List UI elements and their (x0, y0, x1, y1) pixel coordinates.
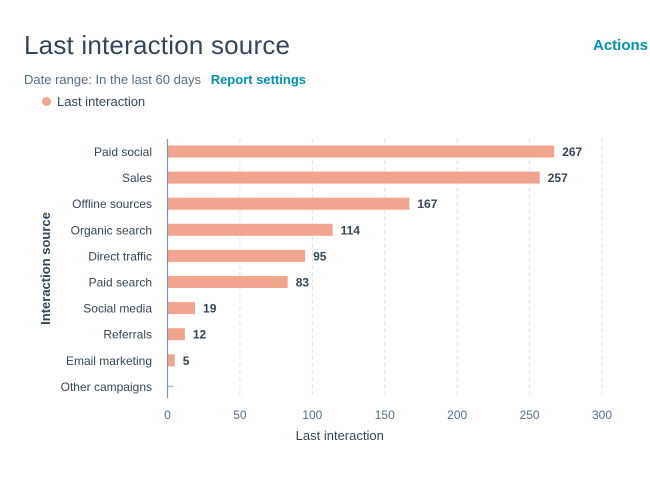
legend-dot-icon (42, 97, 51, 106)
value-label: 95 (313, 249, 327, 263)
category-label: Email marketing (66, 354, 152, 368)
date-range-label: Date range: In the last 60 days (24, 72, 202, 87)
page-title: Last interaction source (24, 30, 291, 60)
chart-legend: Last interaction (42, 94, 145, 109)
legend-label: Last interaction (57, 94, 146, 109)
value-label: 267 (562, 145, 582, 159)
x-tick-label: 300 (592, 408, 612, 422)
report-settings-link[interactable]: Report settings (210, 72, 307, 87)
value-label: 83 (296, 276, 310, 290)
bar[interactable] (167, 197, 410, 210)
x-tick-label: 0 (164, 408, 171, 422)
bar[interactable] (167, 249, 306, 262)
category-label: Other campaigns (61, 380, 152, 394)
x-tick-label: 50 (233, 408, 247, 422)
category-label: Referrals (103, 328, 152, 342)
category-label: Sales (122, 171, 152, 185)
value-label: 19 (203, 302, 217, 316)
x-tick-label: 250 (520, 408, 540, 422)
x-tick-label: 200 (447, 408, 467, 422)
date-range: Date range: In the last 60 days Report s… (24, 72, 306, 87)
value-label: 167 (417, 197, 437, 211)
category-label: Paid search (89, 276, 152, 290)
value-label: 257 (548, 171, 568, 185)
bar[interactable] (167, 223, 333, 236)
x-axis-label: Last interaction (296, 428, 384, 443)
actions-button[interactable]: Actions (592, 37, 648, 54)
bar[interactable] (167, 302, 196, 315)
value-label: 12 (193, 328, 207, 342)
bar[interactable] (167, 171, 540, 184)
value-label: 114 (341, 223, 361, 237)
x-tick-label: 150 (375, 408, 395, 422)
y-axis-label: Interaction source (38, 212, 53, 325)
bar[interactable] (167, 354, 175, 367)
bar[interactable] (167, 276, 288, 288)
bar[interactable] (167, 328, 185, 341)
category-label: Offline sources (72, 197, 152, 211)
category-label: Direct traffic (88, 249, 152, 263)
category-label: Social media (83, 302, 152, 316)
category-label: Organic search (71, 223, 152, 237)
bar[interactable] (167, 145, 555, 158)
value-label: 5 (183, 354, 190, 368)
category-label: Paid social (94, 145, 152, 159)
x-tick-label: 100 (302, 408, 322, 422)
